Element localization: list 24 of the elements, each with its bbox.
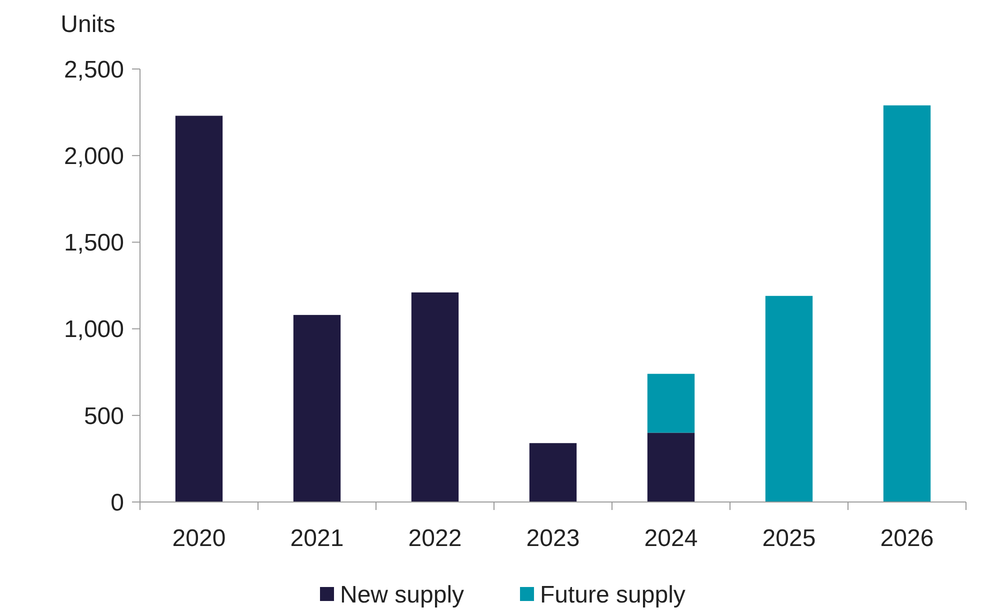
bar <box>647 432 695 502</box>
bar <box>529 443 577 502</box>
bar <box>411 292 459 502</box>
y-tick-label: 2,500 <box>64 56 124 84</box>
y-tick-label: 500 <box>84 402 124 430</box>
x-tick-label: 2024 <box>644 525 698 552</box>
y-tick-label: 0 <box>110 489 124 516</box>
x-tick-label: 2021 <box>290 525 344 552</box>
x-tick-label: 2023 <box>526 525 580 552</box>
x-tick-label: 2020 <box>172 525 226 552</box>
x-tick-label: 2026 <box>880 525 934 552</box>
bar <box>883 105 931 502</box>
bar <box>647 374 695 433</box>
x-tick-label: 2025 <box>762 525 816 552</box>
bar <box>293 314 341 502</box>
y-tick-label: 1,500 <box>64 230 124 257</box>
y-tick-label: 2,000 <box>64 143 124 170</box>
bar <box>765 296 813 502</box>
y-tick-label: 1,000 <box>64 316 124 344</box>
y-axis-title: Units <box>60 11 116 38</box>
legend-label: Future supply <box>540 581 686 608</box>
bar <box>175 116 223 502</box>
legend-label: New supply <box>340 581 464 608</box>
x-tick-label: 2022 <box>408 525 462 552</box>
